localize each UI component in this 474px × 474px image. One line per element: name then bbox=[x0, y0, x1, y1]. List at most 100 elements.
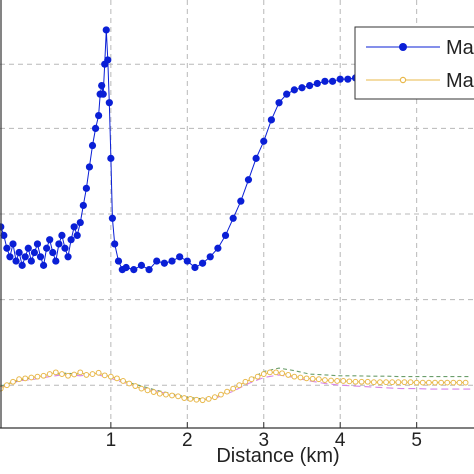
series-1-point-9 bbox=[52, 369, 59, 376]
legend-label-1: Ma bbox=[446, 70, 474, 92]
axes bbox=[0, 0, 474, 429]
series-1-point-30 bbox=[181, 395, 188, 401]
series-1-point-37 bbox=[224, 388, 230, 395]
series-1-point-66 bbox=[401, 379, 408, 386]
series-0-point-71 bbox=[321, 77, 329, 85]
series-0-point-5 bbox=[12, 257, 20, 265]
series-0-point-70 bbox=[313, 79, 321, 88]
series-1-point-14 bbox=[83, 372, 90, 378]
series-0-point-4 bbox=[9, 240, 17, 248]
series-0-point-65 bbox=[275, 99, 283, 107]
series-0-point-59 bbox=[229, 214, 237, 222]
legend-label-0: Ma bbox=[446, 37, 474, 59]
series-0-point-12 bbox=[33, 240, 42, 248]
series-0-point-37 bbox=[102, 26, 110, 34]
series-1-point-65 bbox=[395, 379, 402, 386]
x-tick-label-0: 1 bbox=[106, 430, 117, 451]
series-1-point-26 bbox=[156, 390, 163, 397]
series-0-point-55 bbox=[198, 259, 207, 267]
series-0-point-73 bbox=[336, 75, 344, 83]
series-1-point-75 bbox=[456, 379, 463, 386]
series-1-point-3 bbox=[16, 376, 23, 383]
x-tick-label-1: 2 bbox=[182, 430, 193, 451]
series-1-point-48 bbox=[291, 373, 298, 380]
series-0-point-47 bbox=[137, 261, 146, 269]
series-1-point-1 bbox=[3, 382, 10, 389]
series-1-point-8 bbox=[46, 371, 53, 377]
series-1-point-17 bbox=[101, 372, 108, 379]
series-1-point-20 bbox=[120, 378, 126, 384]
series-1-point-6 bbox=[34, 373, 41, 380]
series-1-point-59 bbox=[358, 378, 365, 385]
series-1-point-16 bbox=[95, 369, 102, 376]
series-0-point-10 bbox=[27, 257, 35, 265]
series-0-point-16 bbox=[46, 236, 54, 244]
series-1-point-2 bbox=[10, 378, 16, 385]
series-1-point-41 bbox=[248, 376, 255, 383]
series-0-point-23 bbox=[67, 236, 75, 244]
series-layer bbox=[0, 26, 471, 404]
series-0-point-32 bbox=[95, 111, 103, 120]
series-1-point-10 bbox=[59, 371, 65, 377]
series-0-point-34 bbox=[98, 82, 106, 90]
series-0-point-58 bbox=[221, 231, 230, 239]
series-1-point-44 bbox=[266, 369, 273, 376]
series-1-point-58 bbox=[352, 378, 359, 385]
series-1-point-5 bbox=[28, 374, 35, 381]
series-0-point-19 bbox=[55, 240, 63, 248]
series-0-point-41 bbox=[108, 214, 116, 222]
series-1-point-47 bbox=[285, 372, 292, 378]
series-0-point-17 bbox=[49, 248, 57, 257]
series-1-point-52 bbox=[315, 376, 322, 383]
series-0-point-1 bbox=[0, 231, 8, 239]
series-1-point-63 bbox=[383, 379, 389, 386]
series-1-point-43 bbox=[260, 371, 267, 377]
series-0-point-9 bbox=[24, 244, 32, 252]
series-0-point-51 bbox=[168, 257, 176, 265]
series-0-point-2 bbox=[3, 244, 11, 252]
series-0-point-6 bbox=[15, 248, 23, 257]
series-0-point-67 bbox=[290, 86, 298, 94]
series-0-point-20 bbox=[58, 231, 66, 239]
series-1-point-36 bbox=[218, 391, 224, 398]
series-0-point-56 bbox=[206, 253, 214, 261]
series-1-point-61 bbox=[370, 379, 377, 386]
series-0-point-21 bbox=[61, 244, 69, 252]
series-1-point-32 bbox=[193, 396, 200, 403]
x-tick-label-4: 5 bbox=[411, 430, 422, 451]
series-1-point-49 bbox=[297, 374, 304, 381]
legend-marker-1 bbox=[399, 76, 407, 84]
x-tick-label-3: 4 bbox=[335, 430, 346, 451]
series-0-point-43 bbox=[114, 257, 123, 265]
x-axis-label: Distance (km) bbox=[216, 445, 339, 467]
series-1-point-40 bbox=[242, 378, 249, 385]
series-1-point-29 bbox=[175, 393, 182, 400]
series-0-point-42 bbox=[111, 240, 119, 248]
series-1-point-53 bbox=[322, 377, 328, 383]
series-1-point-12 bbox=[71, 371, 78, 378]
series-1-point-55 bbox=[334, 378, 341, 384]
series-0-point-27 bbox=[79, 201, 87, 210]
series-0-point-69 bbox=[306, 82, 314, 90]
series-1-point-54 bbox=[328, 377, 334, 384]
series-1-point-70 bbox=[425, 379, 432, 386]
series-0-point-29 bbox=[85, 163, 94, 171]
series-0-point-64 bbox=[267, 116, 276, 124]
series-0-point-66 bbox=[283, 90, 291, 98]
series-1-point-15 bbox=[89, 371, 96, 377]
series-1-point-38 bbox=[230, 385, 237, 392]
series-1-point-73 bbox=[444, 379, 451, 386]
series-0-point-68 bbox=[298, 84, 306, 92]
series-1-point-4 bbox=[22, 375, 29, 382]
series-1-point-25 bbox=[150, 389, 157, 395]
series-0-point-61 bbox=[244, 176, 253, 184]
series-1-point-27 bbox=[163, 391, 169, 398]
series-1-point-50 bbox=[303, 375, 310, 382]
series-1-point-57 bbox=[346, 378, 353, 385]
series-0-point-18 bbox=[52, 257, 60, 265]
series-0-point-49 bbox=[153, 257, 161, 265]
series-1-point-35 bbox=[211, 394, 218, 401]
series-0-point-39 bbox=[105, 99, 113, 107]
series-0-point-25 bbox=[73, 231, 81, 239]
